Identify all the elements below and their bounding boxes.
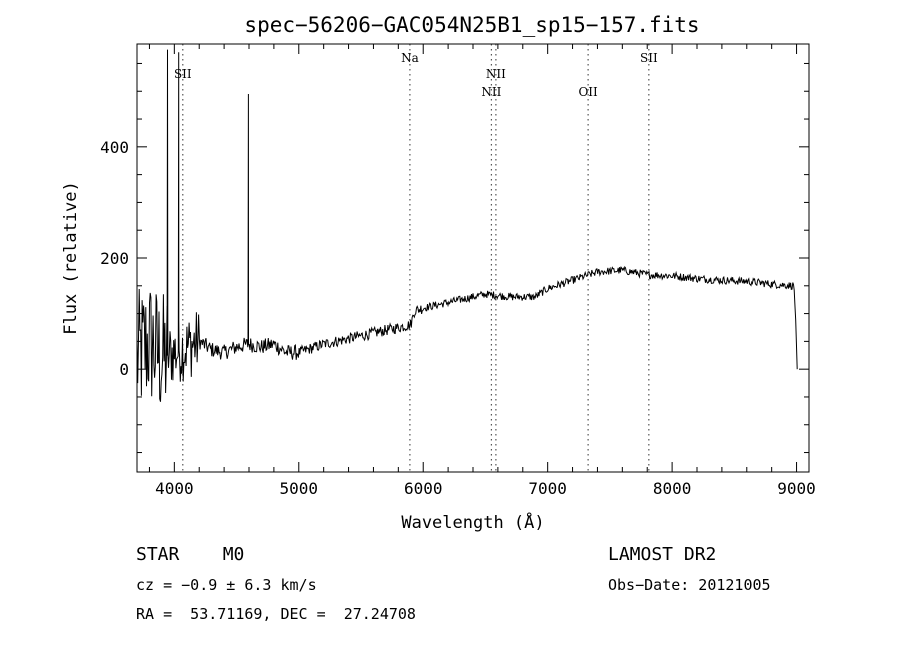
- line-marker-label: NII: [481, 85, 501, 99]
- x-tick-label: 5000: [280, 479, 319, 498]
- line-marker-label: Na: [401, 51, 419, 65]
- line-marker-label: NII: [486, 67, 506, 81]
- chart-title: spec−56206−GAC054N25B1_sp15−157.fits: [244, 13, 699, 37]
- x-tick-label: 4000: [155, 479, 194, 498]
- coordinates-text: RA = 53.71169, DEC = 27.24708: [136, 605, 416, 623]
- redshift-text: cz = −0.9 ± 6.3 km/s: [136, 576, 317, 594]
- line-marker-label: SII: [174, 67, 192, 81]
- line-marker-label: OII: [578, 85, 598, 99]
- y-tick-label: 200: [100, 249, 129, 268]
- line-marker-label: SII: [640, 51, 658, 65]
- x-tick-label: 9000: [777, 479, 816, 498]
- y-tick-label: 0: [119, 360, 129, 379]
- spectrum-line: [136, 49, 798, 402]
- x-tick-layer: 4000 5000 6000 7000 8000 9000: [148, 44, 816, 498]
- survey-label: LAMOST DR2: [608, 544, 716, 565]
- x-tick-label: 6000: [404, 479, 443, 498]
- y-axis-label: Flux (relative): [61, 181, 81, 335]
- y-tick-label: 400: [100, 138, 129, 157]
- y-tick-layer: 0 200 400: [100, 62, 809, 454]
- x-tick-label: 7000: [528, 479, 567, 498]
- obs-date-text: Obs−Date: 20121005: [608, 576, 771, 594]
- line-marker-layer: SII Na NII NII OII SII: [174, 44, 658, 472]
- x-axis-label: Wavelength (Å): [401, 511, 544, 533]
- spectrum-layer: [136, 49, 798, 402]
- x-tick-label: 8000: [653, 479, 692, 498]
- plot-frame: [136, 43, 810, 473]
- spectral-class: STAR M0: [136, 544, 244, 565]
